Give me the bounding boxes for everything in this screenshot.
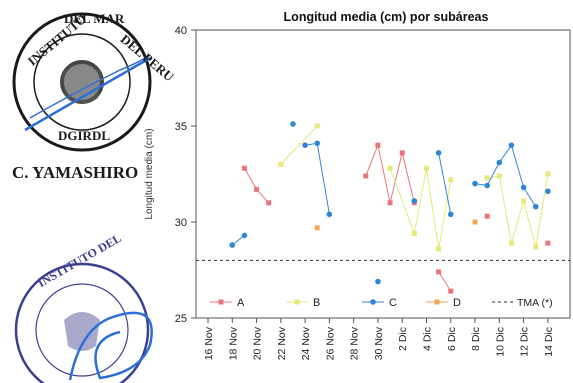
legend-label: C — [389, 297, 397, 309]
series-line-a — [438, 271, 452, 292]
series-line-b — [389, 168, 452, 249]
x-tick-label: 6 Dic — [446, 327, 458, 351]
x-tick-label: 16 Nov — [203, 326, 215, 360]
data-point — [533, 244, 539, 250]
data-point — [496, 173, 502, 179]
legend-label: B — [313, 297, 320, 309]
data-point — [241, 232, 248, 239]
data-point — [448, 177, 454, 183]
data-point — [290, 121, 296, 127]
data-point — [435, 150, 442, 156]
series-d — [314, 219, 478, 231]
x-tick-label: 18 Nov — [227, 326, 239, 360]
data-point — [423, 165, 429, 171]
series-line-c — [305, 142, 330, 215]
legend-item-b: B — [286, 297, 320, 309]
data-point — [326, 211, 333, 218]
data-point — [387, 165, 393, 171]
data-point — [520, 184, 527, 191]
series-line-b — [280, 125, 318, 165]
data-point — [448, 288, 454, 294]
y-tick-label: 40 — [175, 25, 187, 37]
legend: A B C D TMA (*) — [210, 297, 553, 309]
data-point — [508, 240, 514, 246]
data-point — [545, 188, 551, 195]
data-point — [484, 175, 490, 181]
series-line-c — [474, 144, 537, 207]
svg-text:DEL MAR: DEL MAR — [64, 11, 125, 26]
x-tick-label: 30 Nov — [373, 326, 385, 360]
data-point — [472, 219, 478, 225]
signature-name: C. YAMASHIRO — [12, 163, 138, 182]
data-point — [241, 165, 247, 171]
data-point — [254, 186, 260, 192]
svg-text:DEL PERU: DEL PERU — [118, 31, 178, 84]
x-tick-label: 24 Nov — [300, 326, 312, 360]
data-point — [314, 225, 320, 231]
data-point — [387, 200, 393, 206]
svg-text:DGIRDL: DGIRDL — [58, 128, 110, 143]
legend-label: D — [453, 297, 461, 309]
data-point — [496, 159, 503, 166]
y-tick-label: 25 — [175, 313, 187, 325]
data-point — [472, 180, 478, 187]
x-tick-label: 8 Dic — [470, 327, 482, 351]
data-point — [411, 231, 417, 237]
x-tick-label: 12 Dic — [519, 327, 531, 357]
legend-label: TMA (*) — [517, 297, 553, 309]
data-point — [521, 198, 527, 204]
x-tick-label: 2 Dic — [397, 327, 409, 351]
seal-bottom: INSTITUTO DEL — [14, 231, 153, 383]
series-c — [229, 121, 551, 285]
series-a — [241, 142, 551, 294]
legend-label: A — [237, 297, 245, 309]
data-point — [447, 211, 454, 218]
series-line-b — [487, 173, 549, 248]
x-axis: 16 Nov 18 Nov 20 Nov 22 Nov 24 Nov 26 Nov 28 N… — [203, 318, 555, 360]
svg-text:INSTITUTO DEL: INSTITUTO DEL — [35, 231, 124, 290]
data-point — [375, 142, 381, 148]
data-point — [411, 198, 418, 204]
x-tick-label: 20 Nov — [252, 326, 264, 360]
legend-item-a: A — [210, 297, 245, 309]
x-tick-label: 26 Nov — [324, 326, 336, 360]
series-line-a — [365, 143, 415, 203]
data-point — [436, 246, 442, 252]
data-point — [266, 200, 272, 206]
y-axis: 25 30 35 40 — [175, 25, 196, 325]
y-tick-label: 35 — [175, 121, 187, 133]
series-layer — [229, 121, 551, 294]
data-point — [314, 123, 320, 129]
data-point — [545, 240, 551, 246]
chart-title: Longitud media (cm) por subáreas — [284, 10, 489, 24]
data-point — [314, 140, 321, 147]
x-tick-label: 22 Nov — [276, 326, 288, 360]
data-point — [484, 213, 490, 219]
data-point — [375, 278, 381, 285]
data-point — [508, 142, 515, 148]
data-point — [229, 242, 236, 248]
data-point — [532, 203, 539, 210]
data-point — [363, 173, 369, 179]
plot-area — [195, 29, 571, 319]
data-point — [484, 182, 490, 189]
x-tick-label: 28 Nov — [349, 326, 361, 360]
data-point — [545, 171, 551, 177]
x-tick-label: 14 Dic — [543, 327, 555, 357]
y-tick-label: 30 — [175, 217, 187, 229]
series-b — [278, 123, 551, 252]
x-tick-label: 4 Dic — [421, 327, 433, 351]
x-tick-label: 10 Dic — [494, 327, 506, 357]
legend-item-tma: TMA (*) — [492, 297, 553, 309]
data-point — [302, 142, 308, 148]
data-point — [399, 150, 405, 156]
y-axis-label: Longitud media (cm) — [144, 128, 155, 219]
legend-item-c: C — [362, 297, 397, 309]
data-point — [278, 161, 284, 167]
data-point — [436, 269, 442, 275]
series-line-c — [438, 152, 452, 215]
series-line-a — [243, 167, 270, 204]
legend-item-d: D — [426, 297, 461, 309]
